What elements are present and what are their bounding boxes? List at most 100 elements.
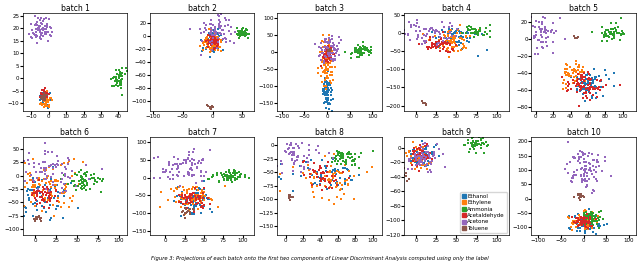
Acetone — [323, 39, 333, 44]
Acetaldehyde — [431, 40, 442, 44]
Acetone — [161, 168, 172, 172]
Ammonia — [222, 173, 232, 178]
Ethanol — [210, 44, 220, 49]
Ethylene — [450, 36, 460, 41]
Ethanol — [583, 88, 593, 92]
Ethylene — [182, 188, 192, 192]
Ethylene — [413, 146, 424, 151]
Ethylene — [404, 150, 415, 154]
Ethanol — [40, 100, 51, 105]
Ethylene — [566, 74, 576, 78]
Ethylene — [321, 84, 332, 88]
Ammonia — [334, 151, 344, 155]
Acetone — [404, 157, 414, 161]
Acetaldehyde — [41, 90, 51, 95]
Ethylene — [62, 182, 72, 186]
Acetaldehyde — [326, 186, 337, 190]
Acetone — [593, 160, 603, 164]
Ammonia — [243, 32, 253, 36]
Acetone — [413, 158, 424, 163]
Ammonia — [120, 72, 130, 77]
Acetone — [416, 158, 426, 162]
Acetone — [44, 164, 54, 168]
Ethylene — [220, 184, 230, 188]
Acetone — [185, 167, 195, 171]
Acetaldehyde — [33, 187, 43, 191]
Ammonia — [600, 30, 610, 34]
Acetaldehyde — [581, 225, 591, 229]
Acetone — [15, 180, 26, 184]
Ethylene — [337, 171, 347, 176]
Acetaldehyde — [43, 186, 53, 191]
Ethylene — [195, 198, 205, 202]
Acetaldehyde — [42, 94, 52, 99]
Acetaldehyde — [329, 52, 339, 57]
Ethanol — [189, 204, 199, 208]
Ethanol — [319, 178, 330, 182]
Ethanol — [420, 164, 430, 168]
Ethanol — [13, 194, 23, 198]
Ethanol — [275, 162, 285, 166]
Acetone — [304, 153, 314, 157]
Ethylene — [45, 192, 56, 196]
Ethylene — [332, 195, 342, 199]
Toluene — [38, 98, 48, 103]
Ammonia — [355, 48, 365, 53]
Ammonia — [351, 46, 362, 50]
Acetone — [326, 57, 337, 61]
Ethylene — [329, 174, 339, 178]
Ammonia — [346, 56, 356, 60]
Ammonia — [224, 170, 234, 174]
Ammonia — [459, 143, 469, 147]
Acetone — [431, 142, 442, 146]
Ammonia — [243, 36, 253, 40]
Ammonia — [477, 141, 488, 145]
Acetaldehyde — [305, 172, 315, 176]
Acetone — [20, 179, 31, 184]
Ammonia — [341, 158, 351, 162]
Acetone — [31, 22, 41, 26]
Toluene — [575, 198, 585, 202]
Ethylene — [586, 226, 596, 230]
Ethylene — [188, 184, 198, 189]
Ethanol — [604, 77, 614, 81]
Acetone — [36, 32, 46, 36]
Ethanol — [28, 188, 38, 192]
Ethylene — [198, 198, 209, 202]
Ethylene — [64, 159, 74, 163]
Ethylene — [208, 43, 218, 47]
Ethylene — [419, 152, 429, 156]
Ammonia — [467, 143, 477, 147]
Ethanol — [191, 204, 202, 208]
Acetone — [148, 176, 159, 180]
Acetaldehyde — [563, 88, 573, 92]
Ethanol — [327, 108, 337, 113]
Ethylene — [38, 102, 49, 106]
Ethylene — [572, 77, 582, 81]
Ethanol — [581, 215, 591, 219]
Ethanol — [410, 160, 420, 164]
Acetone — [299, 165, 309, 169]
Ethylene — [343, 182, 353, 186]
Ethylene — [44, 100, 54, 104]
Ethylene — [572, 219, 582, 224]
Ethylene — [200, 194, 210, 198]
Acetaldehyde — [38, 92, 49, 96]
Toluene — [36, 216, 46, 220]
Ethylene — [442, 42, 452, 46]
Acetone — [40, 167, 51, 171]
Ethylene — [310, 170, 321, 175]
Acetone — [29, 165, 39, 169]
Acetone — [400, 32, 410, 36]
Ethanol — [39, 95, 49, 99]
Ammonia — [335, 156, 345, 161]
Toluene — [284, 195, 294, 200]
Ammonia — [461, 31, 471, 35]
Acetone — [296, 164, 306, 168]
Ethylene — [19, 185, 29, 189]
Acetone — [411, 158, 421, 162]
Ethylene — [70, 171, 80, 175]
Ethylene — [42, 98, 52, 102]
Toluene — [404, 177, 414, 181]
Ethanol — [28, 214, 38, 218]
